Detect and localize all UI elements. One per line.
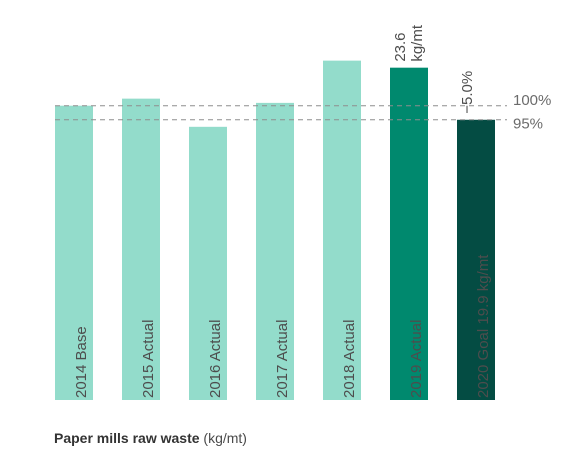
annotation-2019-actual-1: kg/mt bbox=[409, 24, 426, 62]
category-label-2017-actual: 2017 Actual bbox=[274, 320, 291, 398]
annotation-2020-goal-19-9-kg-mt-0: −5.0% bbox=[459, 71, 476, 114]
category-label-2015-actual: 2015 Actual bbox=[140, 320, 157, 398]
category-label-2020-goal-19-9-kg-mt: 2020 Goal 19.9 kg/mt bbox=[475, 254, 492, 398]
bar-2017-actual bbox=[256, 102, 294, 400]
bar-2019-actual bbox=[390, 67, 428, 401]
bars-group bbox=[55, 60, 495, 401]
bar-2020-goal-19-9-kg-mt bbox=[457, 119, 495, 400]
bar-2018-actual bbox=[323, 60, 361, 400]
annotations-group: 23.6 kg/mt −5.0% bbox=[392, 24, 476, 114]
bar-2016-actual bbox=[189, 126, 227, 400]
category-labels-group: 2014 Base 2015 Actual 2016 Actual 2017 Actu… bbox=[73, 254, 492, 398]
reference-label-95: 95% bbox=[513, 115, 543, 132]
caption-unit: (kg/mt) bbox=[203, 430, 247, 446]
reference-lines-group: 100% 95% bbox=[55, 92, 551, 132]
chart-caption: Paper mills raw waste (kg/mt) bbox=[54, 430, 247, 446]
reference-label-100: 100% bbox=[513, 92, 551, 109]
bar-2015-actual bbox=[122, 98, 160, 400]
annotation-2019-actual-0: 23.6 bbox=[392, 32, 409, 61]
bar-2014-base bbox=[55, 105, 93, 400]
category-label-2014-base: 2014 Base bbox=[73, 326, 90, 398]
category-label-2019-actual: 2019 Actual bbox=[408, 320, 425, 398]
caption-main: Paper mills raw waste bbox=[54, 430, 200, 446]
category-label-2018-actual: 2018 Actual bbox=[341, 320, 358, 398]
category-label-2016-actual: 2016 Actual bbox=[207, 320, 224, 398]
